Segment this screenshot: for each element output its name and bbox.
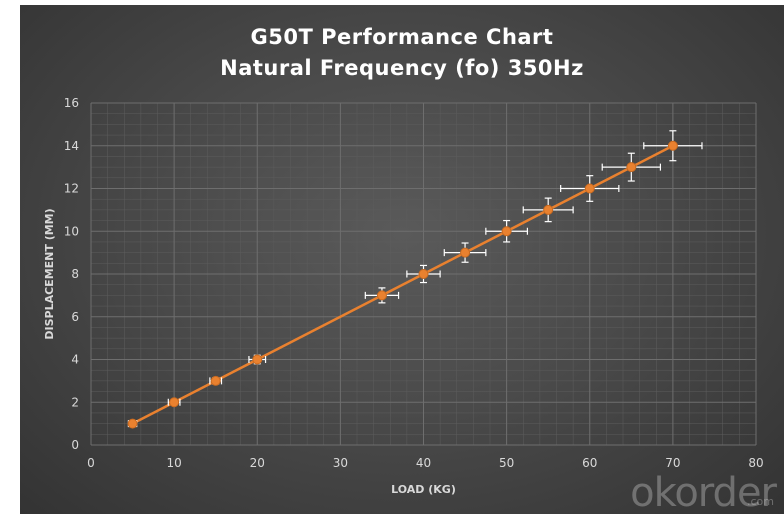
- y-axis-label: DISPLACEMENT (MM): [43, 208, 56, 339]
- chart-subtitle: Natural Frequency (fo) 350Hz: [220, 56, 584, 80]
- y-tick-label: 0: [71, 438, 79, 452]
- data-point: [252, 354, 263, 365]
- y-tick-label: 8: [71, 267, 79, 281]
- x-tick-label: 30: [333, 456, 348, 470]
- data-point: [210, 375, 221, 386]
- data-point: [667, 140, 678, 151]
- plot-area: 0 10 20 30 40 50 60 70 80 0 2 4 6 8 10 12 14 16 LOAD (KG) D…: [43, 96, 764, 496]
- data-point: [127, 418, 138, 429]
- data-point: [169, 397, 180, 408]
- chart-frame: G50T Performance Chart Natural Frequency…: [20, 5, 784, 516]
- x-tick-label: 60: [582, 456, 597, 470]
- data-point: [376, 290, 387, 301]
- x-tick-label: 20: [250, 456, 265, 470]
- data-point: [584, 183, 595, 194]
- data-point: [626, 162, 637, 173]
- y-tick-label: 14: [64, 139, 79, 153]
- x-tick-label: 70: [665, 456, 680, 470]
- x-axis-label: LOAD (KG): [391, 483, 456, 496]
- chart-title: G50T Performance Chart: [250, 25, 554, 49]
- watermark-suffix: .com: [747, 495, 774, 508]
- y-tick-label: 2: [71, 395, 79, 409]
- x-tick-label: 0: [87, 456, 95, 470]
- y-tick-label: 12: [64, 182, 79, 196]
- data-point: [460, 247, 471, 258]
- y-tick-label: 4: [71, 353, 79, 367]
- x-tick-label: 80: [748, 456, 763, 470]
- x-tick-label: 40: [416, 456, 431, 470]
- y-tick-label: 6: [71, 310, 79, 324]
- x-tick-label: 50: [499, 456, 514, 470]
- series-line: [131, 144, 674, 425]
- data-point: [543, 204, 554, 215]
- y-tick-label: 10: [64, 224, 79, 238]
- x-tick-label: 10: [166, 456, 181, 470]
- data-point: [418, 269, 429, 279]
- data-point: [501, 226, 512, 237]
- y-tick-label: 16: [64, 96, 79, 110]
- watermark-brand: okorder: [630, 470, 777, 516]
